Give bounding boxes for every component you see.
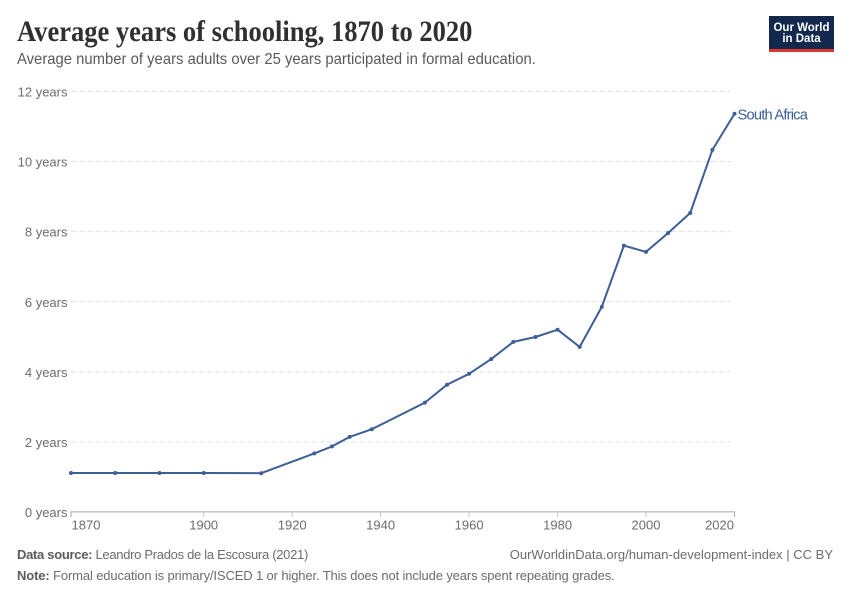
svg-text:South Africa: South Africa	[738, 108, 809, 124]
svg-text:1980: 1980	[543, 518, 572, 533]
svg-text:6 years: 6 years	[25, 295, 68, 310]
svg-text:8 years: 8 years	[25, 225, 68, 240]
svg-text:1940: 1940	[366, 518, 395, 533]
svg-text:0 years: 0 years	[25, 505, 68, 520]
svg-text:2000: 2000	[632, 518, 661, 533]
svg-text:1960: 1960	[455, 518, 484, 533]
svg-text:1920: 1920	[278, 518, 307, 533]
svg-text:12 years: 12 years	[18, 85, 68, 100]
svg-text:4 years: 4 years	[25, 365, 68, 380]
svg-text:10 years: 10 years	[18, 155, 68, 170]
svg-text:2020: 2020	[705, 518, 734, 533]
svg-text:2 years: 2 years	[25, 435, 68, 450]
svg-text:1870: 1870	[72, 518, 101, 533]
svg-text:1900: 1900	[189, 518, 218, 533]
